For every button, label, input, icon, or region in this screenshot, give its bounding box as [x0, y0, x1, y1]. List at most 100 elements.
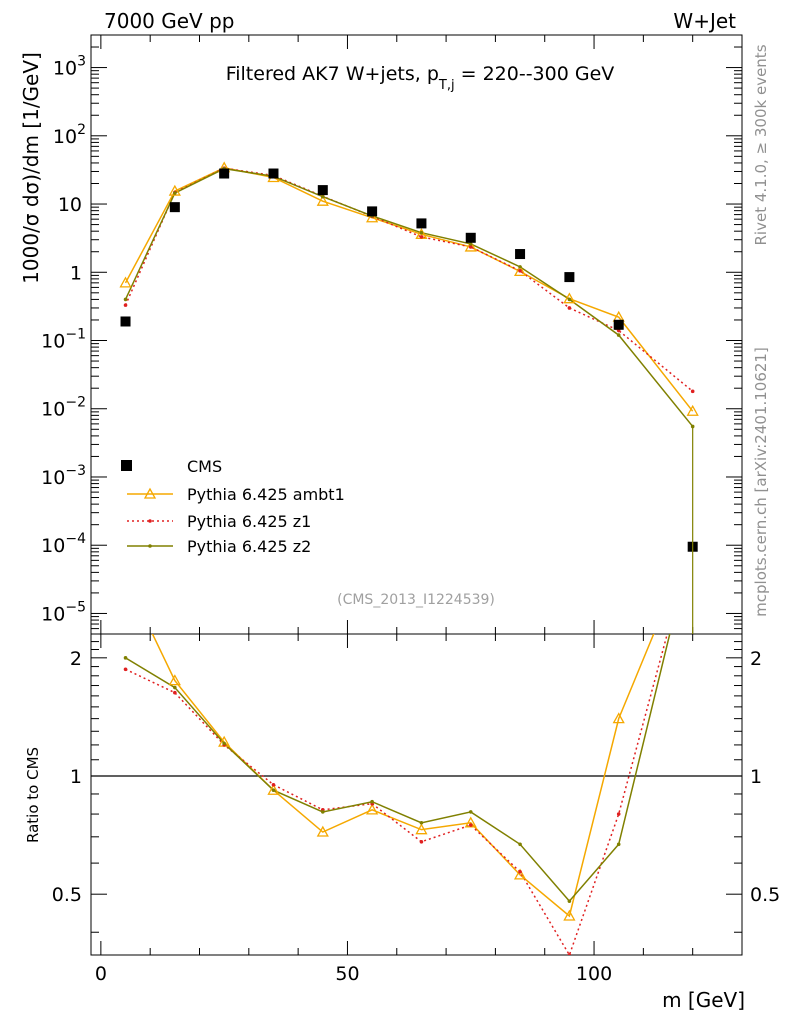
- series-line-2: [124, 167, 694, 427]
- ratio-y-axis-label: Ratio to CMS: [24, 747, 42, 843]
- series-point-0: [513, 265, 527, 277]
- cms-data-point: [416, 218, 427, 229]
- ratio-point-1: [567, 953, 572, 955]
- series-point-0: [686, 404, 699, 416]
- cms-data-point: [268, 168, 279, 179]
- legend-cms-label: CMS: [187, 457, 222, 476]
- series-point-1: [690, 389, 695, 394]
- ratio-point-2: [123, 656, 128, 660]
- x-axis-label: m [GeV]: [662, 988, 745, 1012]
- series-point-1: [518, 269, 522, 273]
- ratio-point-0: [121, 573, 131, 582]
- x-tick-label: 0: [95, 963, 107, 985]
- ratio-line-0: [151, 634, 655, 918]
- ratio-point-1: [123, 667, 128, 672]
- ratio-point-0: [563, 909, 576, 921]
- series-point-2: [123, 297, 128, 302]
- y-tick-label: 10−3: [41, 463, 86, 489]
- ratio-y-tick-label: 1: [70, 766, 82, 788]
- cms-data-point: [564, 272, 575, 283]
- ratio-point-2: [370, 799, 374, 804]
- series-line-1: [124, 167, 694, 392]
- series-point-0: [316, 194, 329, 206]
- legend-cms-marker: [121, 460, 132, 471]
- y-tick-label: 10−5: [41, 599, 86, 625]
- ratio-point-2: [173, 685, 177, 690]
- cms-data-point: [120, 316, 131, 327]
- ratio-point-0: [415, 823, 428, 835]
- ratio-point-1: [419, 839, 424, 844]
- cms-data-point: [169, 202, 180, 213]
- cms-data-point: [317, 185, 328, 196]
- series-point-2: [419, 230, 424, 235]
- cms-data-point: [465, 232, 476, 243]
- ratio-point-2: [567, 899, 572, 903]
- series-point-0: [464, 240, 477, 252]
- series-point-2: [173, 191, 177, 195]
- ratio-point-2: [419, 820, 424, 825]
- series-point-1: [419, 235, 424, 239]
- ratio-y-tick-label: 0.5: [52, 884, 82, 906]
- ratio-y-tick-label: 2: [70, 648, 82, 670]
- legend-label-1: Pythia 6.425 z1: [187, 512, 311, 531]
- chart-marks: 0 50 100 10−5 10−4 10−3 10−2 10−1 1 10 102 103 0.5 0.…: [41, 34, 780, 985]
- legend-label-2: Pythia 6.425 z2: [187, 537, 311, 556]
- analysis-tag: (CMS_2013_I1224539): [337, 592, 495, 608]
- series-point-0: [563, 292, 576, 304]
- ratio-series-group: [121, 573, 671, 955]
- cms-data-point: [613, 319, 624, 330]
- series-line-0: [124, 166, 694, 412]
- series-point-2: [468, 242, 473, 246]
- y-tick-label: 10−2: [41, 395, 86, 421]
- ratio-y-tick-label-right: 0.5: [750, 884, 780, 906]
- ratio-point-2: [271, 788, 276, 793]
- chart-title-tail: = 220--300 GeV: [455, 63, 615, 85]
- ratio-point-1: [173, 690, 177, 695]
- series-point-1: [567, 306, 572, 310]
- side-label-site: mcplots.cern.ch [arXiv:2401.10621]: [752, 347, 770, 617]
- main-series-group: [119, 161, 699, 634]
- ratio-line-2: [125, 634, 671, 903]
- side-label-rivet: Rivet 4.1.0, ≥ 300k events: [752, 44, 770, 245]
- series-point-0: [366, 211, 379, 223]
- ratio-point-0: [366, 803, 379, 815]
- chart-title-main: Filtered AK7 W+jets, p: [226, 63, 439, 85]
- series-point-0: [168, 184, 181, 196]
- cms-data-point: [515, 249, 526, 260]
- y-tick-label: 103: [53, 54, 86, 80]
- y-axis-label: 1000/σ dσ)/dm [1/GeV]: [19, 52, 43, 284]
- ratio-point-0: [513, 868, 527, 880]
- cms-data-point: [367, 206, 378, 217]
- x-tick-label: 50: [335, 963, 359, 985]
- y-tick-label: 10: [58, 194, 82, 216]
- ratio-point-1: [616, 812, 621, 816]
- header-left: 7000 GeV pp: [104, 9, 235, 33]
- series-point-1: [123, 303, 128, 307]
- series-point-2: [567, 297, 572, 302]
- ratio-point-2: [616, 842, 621, 847]
- legend-marker-1: [148, 519, 152, 523]
- y-tick-label: 10−4: [41, 531, 86, 557]
- chart-title: Filtered AK7 W+jets, pT,j = 220--300 GeV: [226, 63, 615, 93]
- legend-marker-0: [143, 487, 157, 499]
- ratio-point-0: [168, 674, 181, 686]
- legend-marker-2: [148, 544, 152, 548]
- ratio-point-0: [267, 783, 280, 795]
- y-tick-label: 1: [70, 262, 82, 284]
- header-right: W+Jet: [673, 9, 736, 33]
- ratio-y-tick-label-right: 2: [750, 648, 762, 670]
- ratio-line-1: [125, 634, 669, 955]
- series-point-0: [119, 276, 132, 288]
- ratio-point-2: [518, 842, 522, 847]
- ratio-point-2: [468, 810, 473, 814]
- series-point-2: [320, 194, 325, 199]
- ratio-y-tick-label-right: 1: [750, 766, 762, 788]
- y-tick-label: 102: [53, 122, 86, 148]
- x-tick-label: 100: [576, 963, 612, 985]
- series-point-2: [616, 333, 621, 337]
- ratio-point-2: [222, 741, 226, 746]
- cms-data-point: [219, 168, 230, 179]
- legend-label-0: Pythia 6.425 ambt1: [187, 485, 345, 504]
- series-point-2: [518, 265, 522, 269]
